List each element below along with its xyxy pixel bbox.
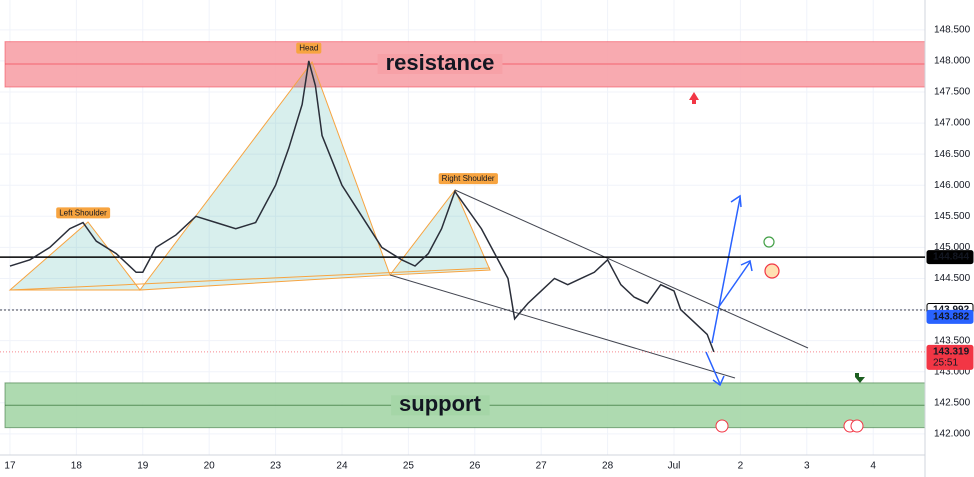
x-tick-label: 17	[4, 461, 16, 472]
channel-lower	[389, 274, 736, 379]
y-tick-label: 147.000	[934, 118, 971, 129]
price-tag-label: 144.844	[933, 252, 970, 263]
y-tick-label: 146.000	[934, 180, 971, 191]
price-tag	[926, 309, 974, 324]
y-tick-label: 148.500	[934, 24, 971, 35]
x-tick-label: 24	[336, 461, 348, 472]
x-tick-label: 4	[870, 461, 876, 472]
x-tick-label: 27	[536, 461, 548, 472]
head-shape	[138, 60, 391, 291]
y-tick-label: 145.500	[934, 211, 971, 222]
price-tag	[926, 250, 974, 265]
y-tick-label: 147.500	[934, 87, 971, 98]
projection-up	[711, 197, 741, 344]
arrow-head	[740, 259, 753, 272]
pattern-label-bg	[56, 207, 111, 219]
x-tick-label: 20	[204, 461, 216, 472]
y-tick-label: 144.500	[934, 273, 971, 284]
x-tick-label: 26	[469, 461, 481, 472]
zone-label-bg	[377, 54, 503, 75]
price-tag-label: 143.319	[933, 347, 970, 358]
x-tick-label: 23	[270, 461, 282, 472]
price-tag	[926, 344, 974, 370]
y-tick-label: 148.000	[934, 56, 971, 67]
arrow-head	[730, 194, 742, 208]
x-tick-label: 3	[804, 461, 810, 472]
price-tag-label: 143.882	[933, 312, 970, 323]
x-tick-label: Jul	[668, 461, 681, 472]
channel-upper	[454, 189, 809, 349]
event-icon[interactable]	[715, 419, 729, 433]
down-arrow-icon	[855, 373, 865, 383]
up-arrow-icon	[689, 92, 699, 104]
zone-label: support	[399, 391, 482, 416]
pattern-label: Head	[299, 44, 318, 53]
x-tick-label: 18	[71, 461, 83, 472]
projection-down	[705, 351, 721, 385]
x-tick-label: 28	[602, 461, 614, 472]
target-marker	[763, 236, 775, 248]
y-tick-label: 143.000	[934, 366, 971, 377]
pattern-label-bg	[296, 42, 322, 54]
pattern-label: Left Shoulder	[59, 208, 107, 217]
pattern-label: Right Shoulder	[442, 174, 495, 183]
x-tick-label: 25	[403, 461, 415, 472]
pattern-label-bg	[438, 173, 498, 185]
zone-label: resistance	[386, 50, 495, 75]
countdown: 25:51	[933, 358, 958, 369]
neckline	[9, 267, 491, 291]
event-icon[interactable]	[850, 419, 864, 433]
zone-label-bg	[391, 395, 490, 416]
x-tick-label: 2	[738, 461, 744, 472]
entry-marker	[764, 263, 780, 279]
y-tick-label: 143.500	[934, 335, 971, 346]
y-tick-label: 145.000	[934, 242, 971, 253]
back-layer	[0, 0, 926, 455]
price-line	[9, 60, 715, 353]
arrow-head	[712, 375, 725, 387]
y-tick-label: 146.500	[934, 149, 971, 160]
left-shoulder-shape	[8, 221, 142, 291]
projection-alt	[717, 261, 751, 309]
y-tick-label: 142.500	[934, 397, 971, 408]
x-tick-label: 19	[137, 461, 149, 472]
y-tick-label: 142.000	[934, 429, 971, 440]
